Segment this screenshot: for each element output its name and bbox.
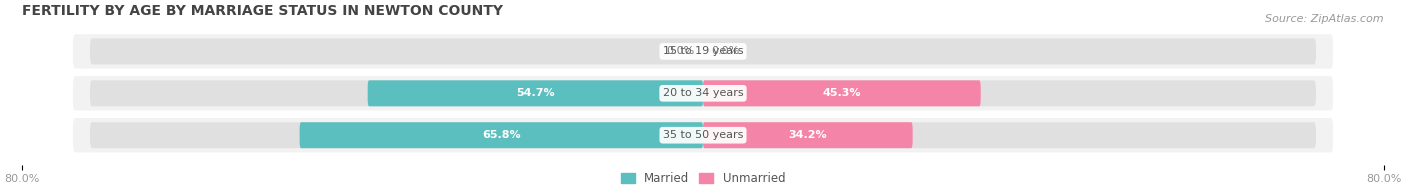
Text: 45.3%: 45.3% [823, 88, 860, 98]
FancyBboxPatch shape [703, 80, 981, 106]
FancyBboxPatch shape [703, 122, 912, 148]
FancyBboxPatch shape [299, 122, 703, 148]
Text: 0.0%: 0.0% [711, 46, 740, 56]
Text: Source: ZipAtlas.com: Source: ZipAtlas.com [1265, 14, 1384, 24]
Text: 0.0%: 0.0% [666, 46, 695, 56]
FancyBboxPatch shape [90, 38, 1316, 64]
FancyBboxPatch shape [73, 76, 1333, 111]
Text: FERTILITY BY AGE BY MARRIAGE STATUS IN NEWTON COUNTY: FERTILITY BY AGE BY MARRIAGE STATUS IN N… [22, 4, 503, 18]
FancyBboxPatch shape [368, 80, 703, 106]
Text: 65.8%: 65.8% [482, 130, 520, 140]
Legend: Married, Unmarried: Married, Unmarried [616, 168, 790, 190]
FancyBboxPatch shape [73, 118, 1333, 152]
FancyBboxPatch shape [73, 34, 1333, 69]
Text: 35 to 50 years: 35 to 50 years [662, 130, 744, 140]
Text: 34.2%: 34.2% [789, 130, 827, 140]
FancyBboxPatch shape [90, 80, 1316, 106]
Text: 54.7%: 54.7% [516, 88, 554, 98]
Text: 20 to 34 years: 20 to 34 years [662, 88, 744, 98]
Text: 15 to 19 years: 15 to 19 years [662, 46, 744, 56]
FancyBboxPatch shape [90, 122, 1316, 148]
